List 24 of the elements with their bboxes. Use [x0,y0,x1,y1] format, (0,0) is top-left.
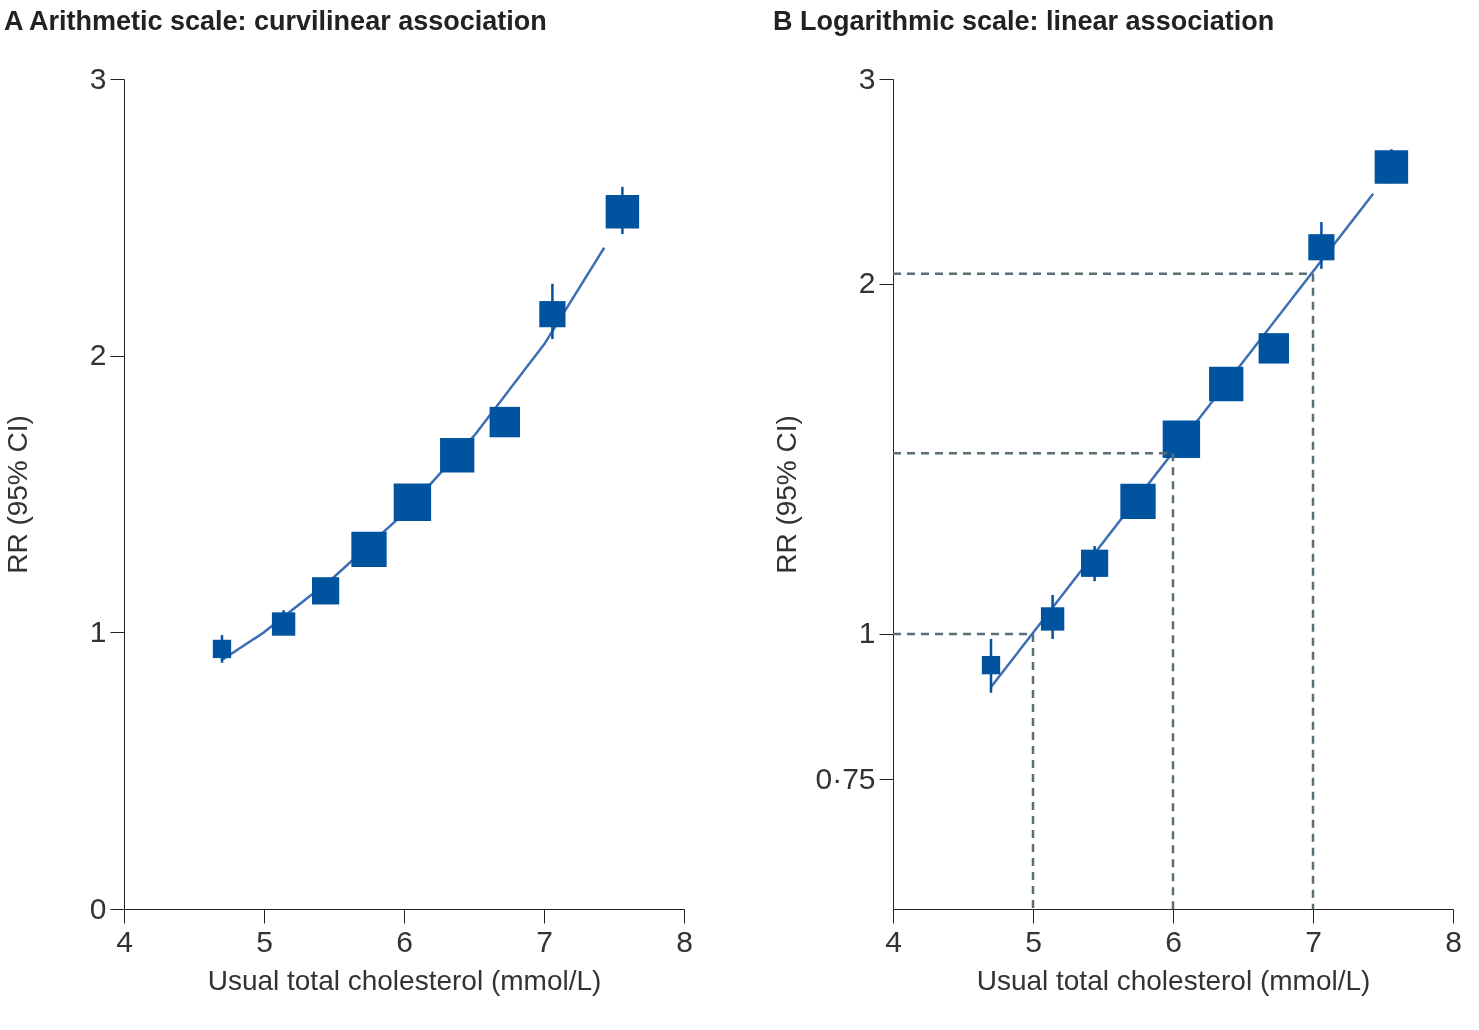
y-tick-label: 0·75 [815,761,876,795]
x-tick-label: 6 [1165,924,1182,958]
y-tick-label: 3 [858,61,876,95]
y-tick-label: 2 [858,266,876,300]
y-tick-label: 1 [858,616,876,650]
x-tick-label: 8 [1445,924,1462,958]
y-tick-label: 3 [89,61,107,95]
x-tick-label: 5 [256,924,273,958]
y-tick-label: 0 [89,891,107,925]
x-tick-label: 7 [1305,924,1322,958]
x-axis-title: Usual total cholesterol (mmol/L) [207,964,602,996]
y-axis-title: RR (95% CI) [1,415,33,574]
chart-title: A Arithmetic scale: curvilinear association [4,6,547,36]
x-tick-label: 4 [116,924,133,958]
y-tick-label: 2 [89,338,107,372]
chart-title: B Logarithmic scale: linear association [773,6,1275,36]
y-axis-title: RR (95% CI) [770,415,802,574]
x-tick-label: 8 [676,924,693,958]
x-tick-label: 6 [396,924,413,958]
x-tick-label: 7 [536,924,553,958]
y-tick-label: 1 [89,614,107,648]
x-axis-title: Usual total cholesterol (mmol/L) [976,964,1371,996]
x-tick-label: 5 [1025,924,1042,958]
x-tick-label: 4 [885,924,902,958]
